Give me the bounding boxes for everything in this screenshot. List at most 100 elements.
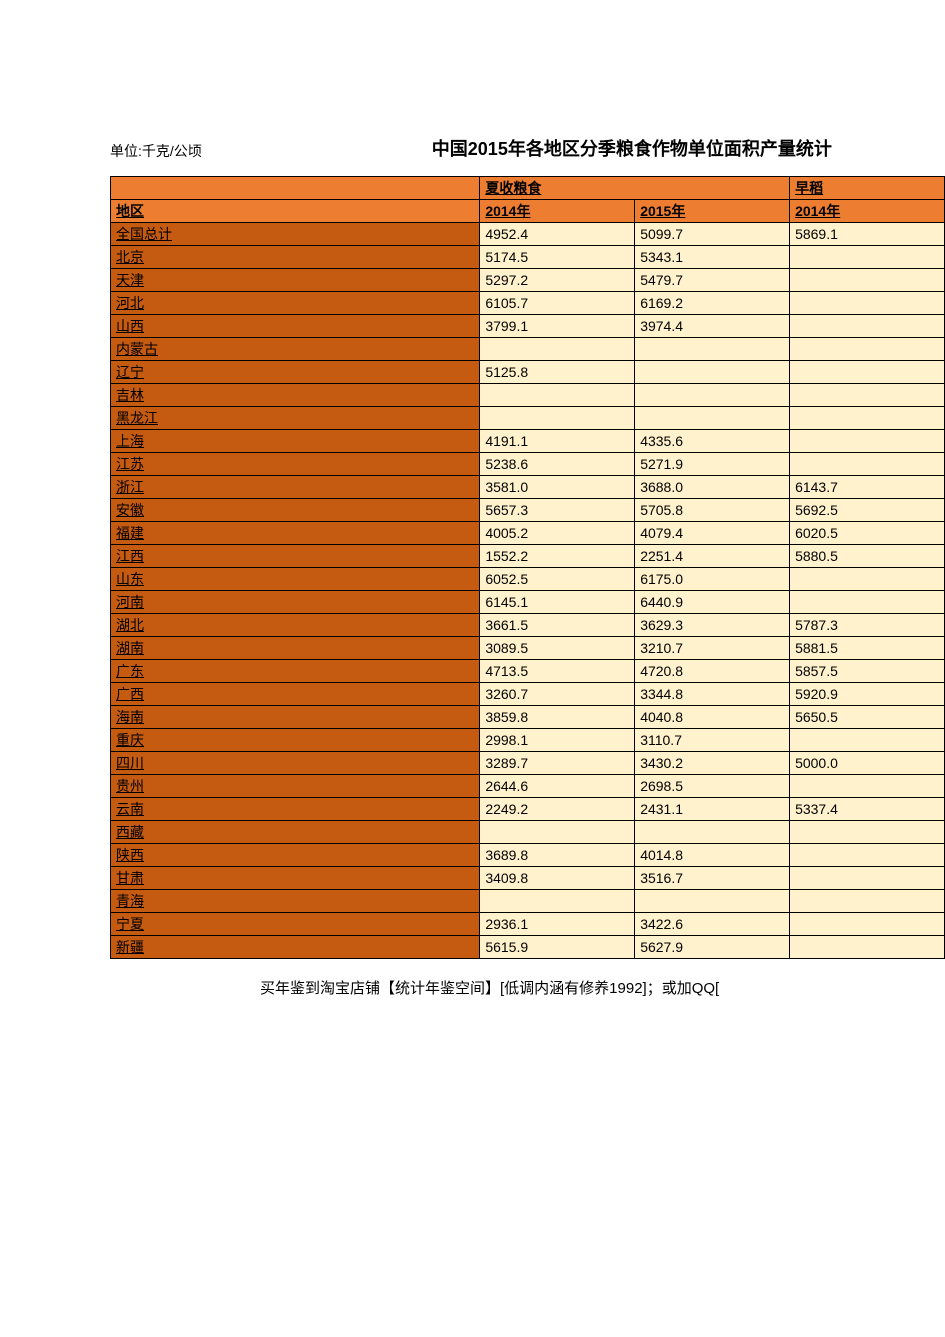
data-cell (790, 913, 945, 936)
data-cell: 2936.1 (480, 913, 635, 936)
data-cell: 6175.0 (635, 568, 790, 591)
data-cell (790, 890, 945, 913)
table-row: 广东4713.54720.85857.5 (111, 660, 945, 683)
data-cell (790, 844, 945, 867)
table-row: 河南6145.16440.9 (111, 591, 945, 614)
data-cell: 5880.5 (790, 545, 945, 568)
data-cell: 5869.1 (790, 223, 945, 246)
data-cell: 6143.7 (790, 476, 945, 499)
region-cell: 海南 (111, 706, 480, 729)
header-2014-b: 2014年 (790, 200, 945, 223)
data-cell (790, 936, 945, 959)
data-cell: 3688.0 (635, 476, 790, 499)
data-cell: 5099.7 (635, 223, 790, 246)
data-cell: 5692.5 (790, 499, 945, 522)
unit-label: 单位:千克/公顷 (110, 141, 202, 161)
data-cell (790, 775, 945, 798)
data-cell: 2644.6 (480, 775, 635, 798)
table-row: 江苏5238.65271.9 (111, 453, 945, 476)
table-row: 青海 (111, 890, 945, 913)
data-cell (790, 867, 945, 890)
table-row: 海南3859.84040.85650.5 (111, 706, 945, 729)
data-cell: 2431.1 (635, 798, 790, 821)
region-cell: 青海 (111, 890, 480, 913)
data-cell (790, 292, 945, 315)
data-cell: 5297.2 (480, 269, 635, 292)
data-cell: 3409.8 (480, 867, 635, 890)
data-cell: 5857.5 (790, 660, 945, 683)
data-cell (480, 890, 635, 913)
table-row: 北京5174.55343.1 (111, 246, 945, 269)
region-cell: 河南 (111, 591, 480, 614)
table-row: 陕西3689.84014.8 (111, 844, 945, 867)
data-cell: 2249.2 (480, 798, 635, 821)
header-summer-grain: 夏收粮食 (480, 177, 790, 200)
region-cell: 安徽 (111, 499, 480, 522)
header-2015: 2015年 (635, 200, 790, 223)
data-cell: 4079.4 (635, 522, 790, 545)
data-cell: 4005.2 (480, 522, 635, 545)
region-cell: 湖南 (111, 637, 480, 660)
data-cell: 3430.2 (635, 752, 790, 775)
data-cell: 5271.9 (635, 453, 790, 476)
data-cell: 3689.8 (480, 844, 635, 867)
region-cell: 陕西 (111, 844, 480, 867)
data-cell: 5627.9 (635, 936, 790, 959)
table-row: 辽宁5125.8 (111, 361, 945, 384)
data-cell: 5343.1 (635, 246, 790, 269)
data-cell (790, 384, 945, 407)
data-cell: 3344.8 (635, 683, 790, 706)
data-table: 夏收粮食 早稻 地区 2014年 2015年 2014年 全国总计4952.45… (110, 176, 945, 959)
data-cell: 3661.5 (480, 614, 635, 637)
data-cell: 3974.4 (635, 315, 790, 338)
data-cell: 6145.1 (480, 591, 635, 614)
table-row: 吉林 (111, 384, 945, 407)
region-cell: 重庆 (111, 729, 480, 752)
region-cell: 山西 (111, 315, 480, 338)
region-cell: 上海 (111, 430, 480, 453)
region-cell: 吉林 (111, 384, 480, 407)
region-cell: 江西 (111, 545, 480, 568)
region-cell: 广东 (111, 660, 480, 683)
data-cell: 3210.7 (635, 637, 790, 660)
region-cell: 浙江 (111, 476, 480, 499)
region-cell: 北京 (111, 246, 480, 269)
region-cell: 西藏 (111, 821, 480, 844)
table-row: 内蒙古 (111, 338, 945, 361)
header-area: 单位:千克/公顷 中国2015年各地区分季粮食作物单位面积产量统计 (0, 0, 945, 176)
data-cell: 6052.5 (480, 568, 635, 591)
region-cell: 全国总计 (111, 223, 480, 246)
data-cell (790, 453, 945, 476)
table-row: 宁夏2936.13422.6 (111, 913, 945, 936)
region-cell: 新疆 (111, 936, 480, 959)
region-cell: 甘肃 (111, 867, 480, 890)
data-cell: 5787.3 (790, 614, 945, 637)
table-row: 河北6105.76169.2 (111, 292, 945, 315)
data-cell (480, 384, 635, 407)
data-cell (790, 338, 945, 361)
data-cell: 4014.8 (635, 844, 790, 867)
region-cell: 福建 (111, 522, 480, 545)
data-cell: 1552.2 (480, 545, 635, 568)
header-early-rice: 早稻 (790, 177, 945, 200)
data-cell (635, 821, 790, 844)
table-row: 湖南3089.53210.75881.5 (111, 637, 945, 660)
data-cell: 3629.3 (635, 614, 790, 637)
table-row: 云南2249.22431.15337.4 (111, 798, 945, 821)
region-cell: 四川 (111, 752, 480, 775)
data-cell: 5174.5 (480, 246, 635, 269)
data-cell: 3260.7 (480, 683, 635, 706)
table-row: 天津5297.25479.7 (111, 269, 945, 292)
data-cell (790, 407, 945, 430)
data-cell: 4335.6 (635, 430, 790, 453)
data-cell: 2251.4 (635, 545, 790, 568)
header-region: 地区 (111, 200, 480, 223)
header-2014-a: 2014年 (480, 200, 635, 223)
table-row: 江西1552.22251.45880.5 (111, 545, 945, 568)
data-cell: 2998.1 (480, 729, 635, 752)
data-cell: 3422.6 (635, 913, 790, 936)
header-blank (111, 177, 480, 200)
data-cell: 6020.5 (790, 522, 945, 545)
data-cell: 5000.0 (790, 752, 945, 775)
data-cell: 4040.8 (635, 706, 790, 729)
